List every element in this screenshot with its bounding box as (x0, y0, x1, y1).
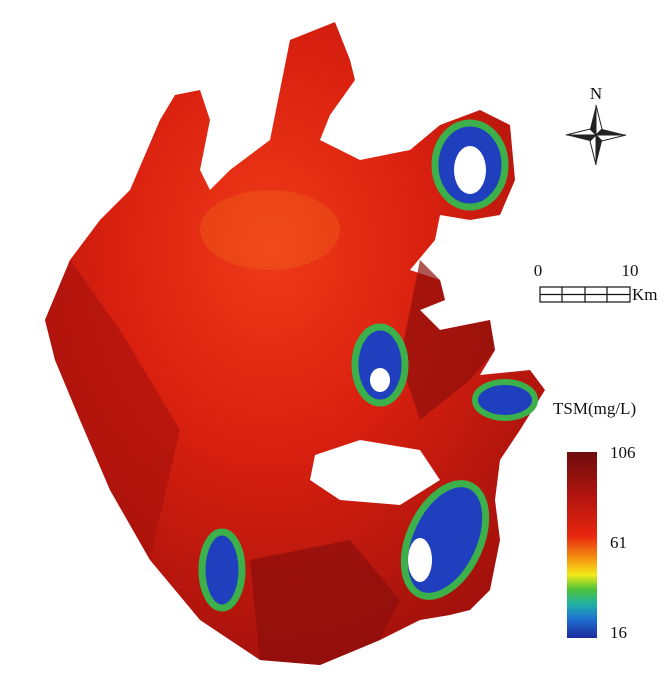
color-bar (567, 452, 597, 638)
north-arrow: N (566, 84, 626, 165)
legend-tick-label: 106 (610, 443, 636, 462)
scale-bar (540, 287, 630, 302)
scale-start: 0 (534, 261, 543, 280)
legend-tick-label: 61 (610, 533, 627, 552)
map-figure: N 0 10 Km TSM(mg/L) 106 61 16 (0, 0, 668, 687)
legend-title: TSM(mg/L) (553, 399, 636, 418)
island (408, 538, 432, 582)
legend-ticks: 106 61 16 (610, 443, 636, 642)
low-tsm-patch (202, 532, 242, 608)
low-tsm-patch (475, 382, 535, 418)
scale-end: 10 (622, 261, 639, 280)
island (454, 146, 486, 194)
orange-haze (200, 190, 340, 270)
legend-tick-label: 16 (610, 623, 627, 642)
island (370, 368, 390, 392)
north-label: N (590, 84, 602, 103)
scale-unit: Km (632, 285, 658, 304)
